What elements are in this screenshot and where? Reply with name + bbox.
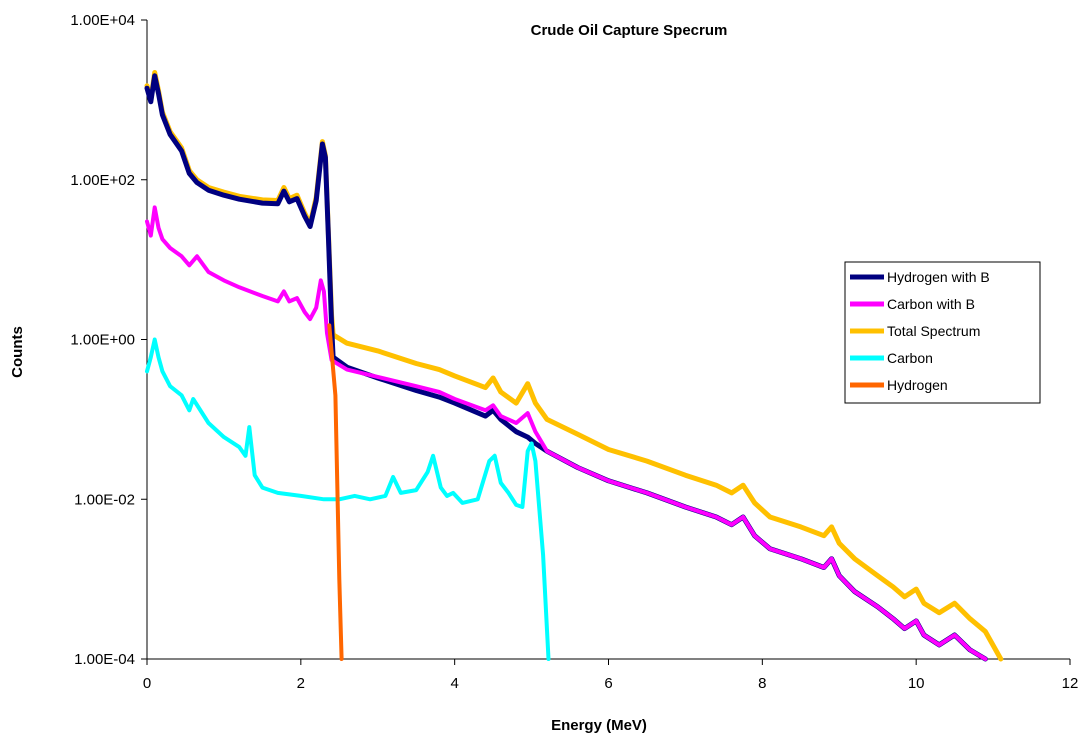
y-ticks: 1.00E-04 1.00E-02 1.00E+00 1.00E+02 1.00E+04 — [70, 12, 147, 668]
y-tick-label: 1.00E-04 — [74, 651, 135, 668]
y-tick-label: 1.00E+04 — [70, 12, 135, 29]
x-ticks: 0 2 4 6 8 10 12 — [143, 659, 1079, 692]
x-tick-label: 8 — [758, 675, 766, 692]
legend-label-total-spectrum: Total Spectrum — [887, 323, 980, 339]
y-axis-title: Counts — [9, 326, 26, 378]
series-group — [144, 70, 1004, 662]
y-tick-label: 1.00E+00 — [70, 332, 135, 349]
legend-label-carbon-with-b: Carbon with B — [887, 296, 975, 312]
x-tick-label: 6 — [604, 675, 612, 692]
series-line-carbon-with-b — [145, 205, 988, 661]
series-line-hydrogen — [327, 323, 344, 661]
legend-label-hydrogen-with-b: Hydrogen with B — [887, 269, 990, 285]
legend-label-carbon: Carbon — [887, 350, 933, 366]
legend: Hydrogen with B Carbon with B Total Spectr… — [844, 261, 1041, 404]
y-tick-label: 1.00E-02 — [74, 491, 135, 508]
legend-label-hydrogen: Hydrogen — [887, 377, 948, 393]
chart-title: Crude Oil Capture Specrum — [531, 22, 728, 39]
x-axis-title: Energy (MeV) — [551, 717, 647, 734]
x-tick-label: 4 — [450, 675, 458, 692]
x-tick-label: 0 — [143, 675, 151, 692]
y-tick-label: 1.00E+02 — [70, 172, 135, 189]
series-line-total-spectrum — [144, 70, 1004, 662]
series-line-carbon — [145, 337, 551, 661]
x-tick-label: 2 — [297, 675, 305, 692]
x-tick-label: 12 — [1062, 675, 1079, 692]
x-tick-label: 10 — [908, 675, 925, 692]
